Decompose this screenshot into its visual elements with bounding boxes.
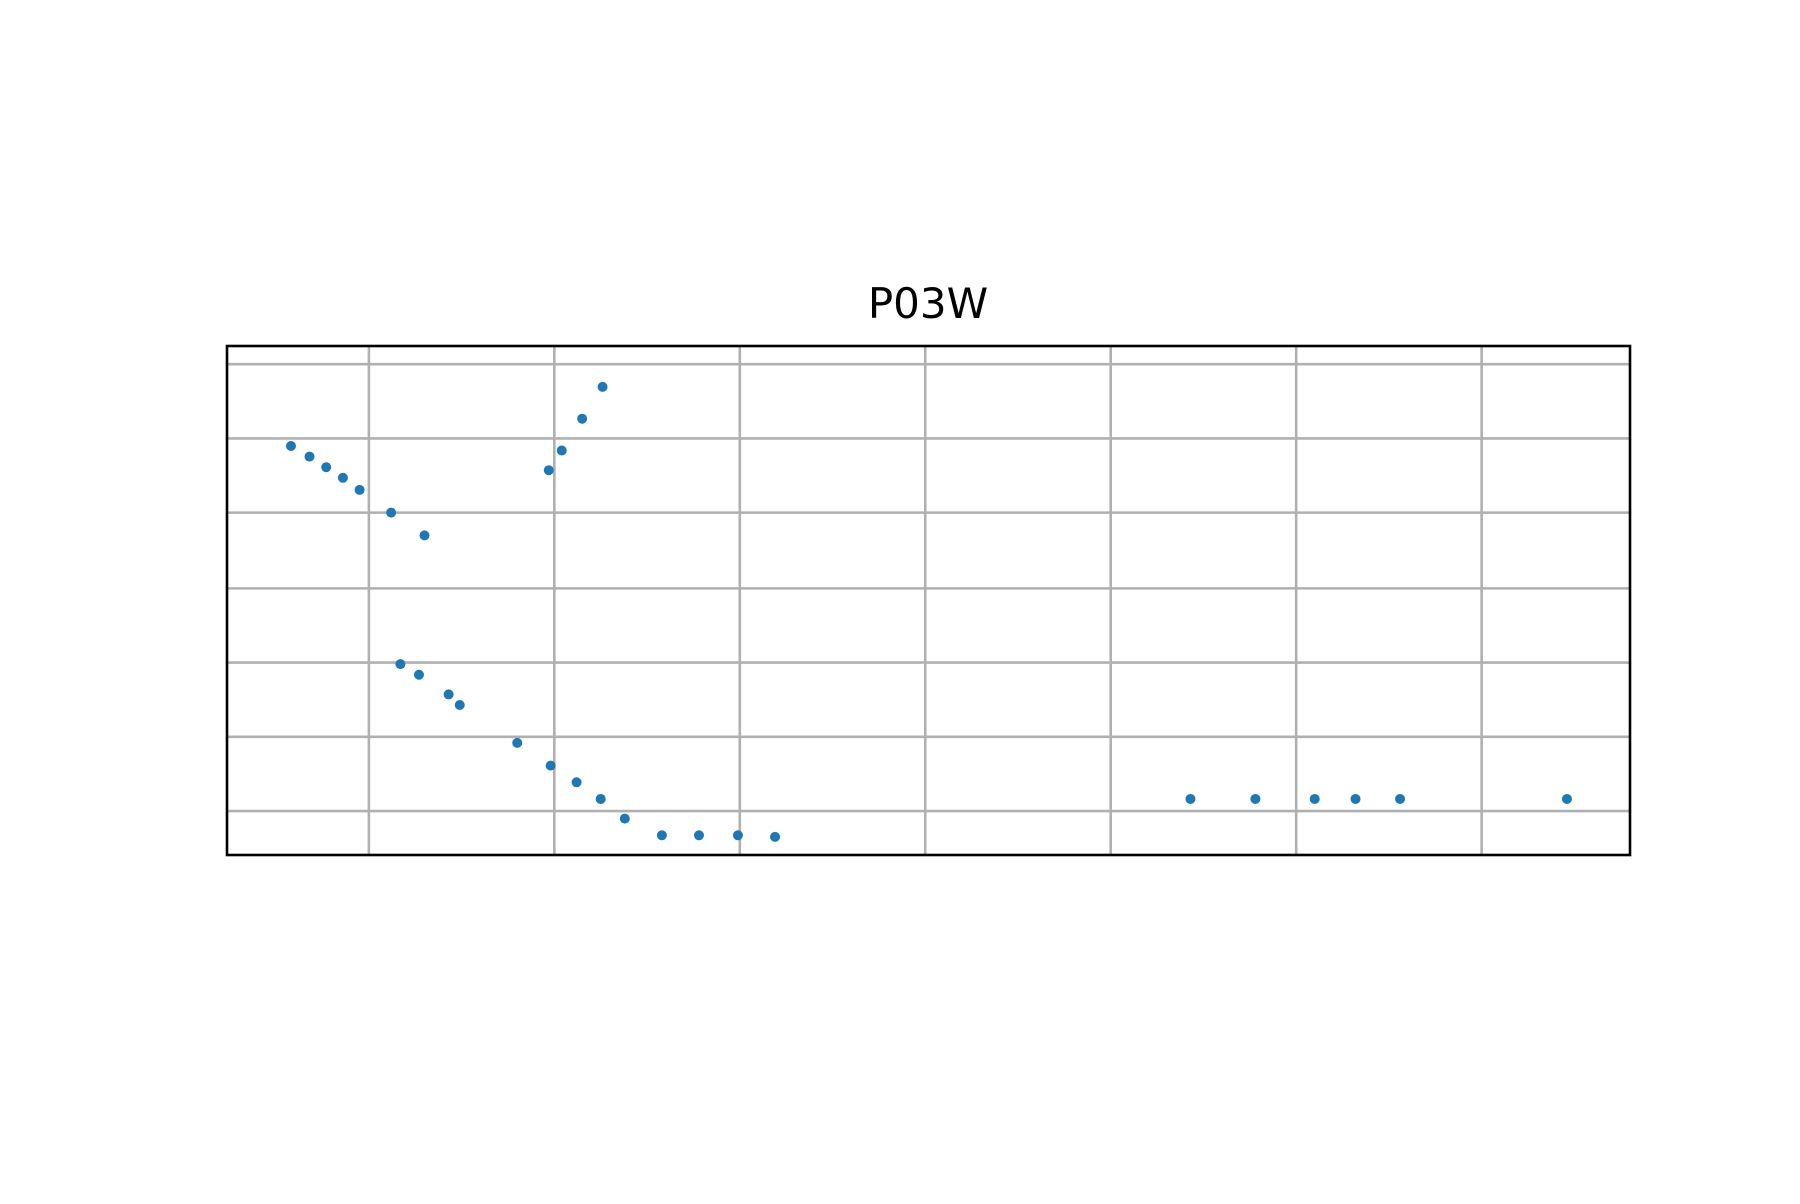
data-point: [354, 484, 365, 495]
data-point: [285, 440, 296, 451]
data-point: [556, 445, 567, 456]
data-point: [1395, 793, 1406, 804]
data-point: [770, 831, 781, 842]
data-point: [1185, 793, 1196, 804]
data-point: [1350, 793, 1361, 804]
data-point: [304, 451, 315, 462]
data-point: [732, 830, 743, 841]
data-point: [386, 507, 397, 518]
data-point: [413, 669, 424, 680]
data-point: [545, 760, 556, 771]
data-point: [619, 813, 630, 824]
data-point: [337, 472, 348, 483]
plot-frame: [225, 344, 1632, 857]
data-point: [1561, 793, 1572, 804]
data-point: [656, 830, 667, 841]
data-point: [395, 659, 406, 670]
data-point: [595, 793, 606, 804]
data-point: [597, 381, 608, 392]
data-point: [693, 830, 704, 841]
data-point: [321, 462, 332, 473]
data-point: [1309, 793, 1320, 804]
data-point: [1250, 793, 1261, 804]
chart-title: P03W: [868, 279, 988, 328]
data-point: [419, 530, 430, 541]
y-gridlines: [227, 362, 1630, 813]
data-point: [577, 413, 588, 424]
data-point: [454, 700, 465, 711]
data-point: [543, 465, 554, 476]
data-points: [285, 381, 1572, 842]
data-point: [571, 777, 582, 788]
x-gridlines: [367, 346, 1483, 855]
data-point: [443, 689, 454, 700]
data-point: [512, 737, 523, 748]
